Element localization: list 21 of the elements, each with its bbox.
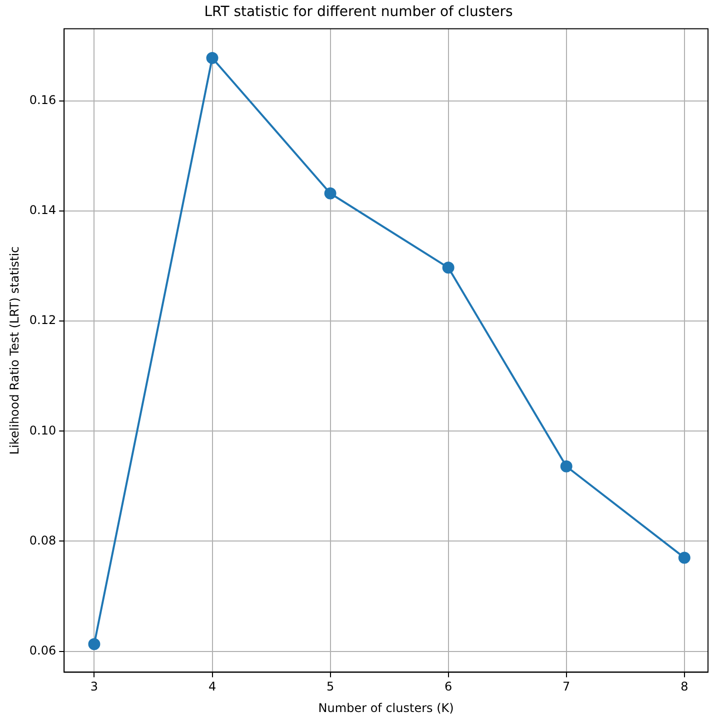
point (324, 187, 336, 200)
x-tick-label: 4 (208, 680, 216, 694)
y-tick-label: 0.08 (29, 533, 56, 548)
y-tick-label: 0.06 (29, 643, 56, 658)
x-tick-label: 5 (326, 680, 334, 694)
y-axis-title: Likelihood Ratio Test (LRT) statistic (7, 246, 22, 455)
point (442, 262, 454, 274)
x-axis-title: Number of clusters (K) (318, 700, 454, 715)
x-tick-label: 8 (680, 680, 688, 694)
chart-title: LRT statistic for different number of clusters (204, 4, 513, 20)
x-tick-label: 3 (90, 680, 98, 694)
y-tick-label: 0.16 (29, 93, 56, 108)
point (206, 52, 218, 64)
y-tick-label: 0.10 (29, 423, 56, 438)
point (88, 638, 100, 650)
x-tick-label: 6 (444, 680, 452, 694)
x-tick-label: 7 (562, 680, 570, 694)
point (560, 460, 572, 472)
point (678, 552, 690, 564)
y-tick-label: 0.12 (29, 313, 56, 328)
y-tick-label: 0.14 (29, 203, 56, 218)
